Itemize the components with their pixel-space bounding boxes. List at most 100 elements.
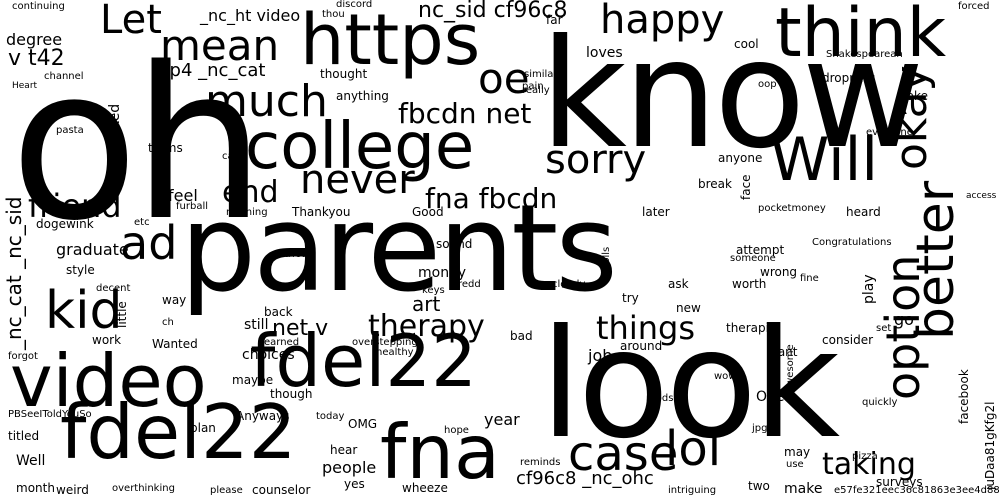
word: please xyxy=(210,485,243,496)
word: really xyxy=(522,85,550,96)
word: Heart xyxy=(12,81,38,91)
word: thought xyxy=(320,67,368,81)
word: fna xyxy=(380,408,500,496)
word: friend xyxy=(28,187,122,225)
word: net v xyxy=(272,316,329,341)
word: video xyxy=(10,339,207,423)
word: play xyxy=(861,274,877,304)
word: e57fe321eec36c81863e3ee4d8800f5c xyxy=(834,485,1000,496)
word: plan xyxy=(190,421,216,435)
word: weird xyxy=(56,483,89,497)
word: Shakespearean xyxy=(826,49,903,60)
word: Wanted xyxy=(152,337,198,351)
word: titled xyxy=(8,429,40,443)
word: fbcdn net xyxy=(398,97,532,130)
word: Thankyou xyxy=(292,205,351,219)
word: cool xyxy=(734,37,759,51)
word: graduate xyxy=(56,240,129,259)
word: continuing xyxy=(12,1,65,12)
word: anything xyxy=(336,89,389,103)
word: month xyxy=(16,481,55,495)
word: sound xyxy=(436,237,473,251)
word: mean xyxy=(160,21,280,70)
word: intriguing xyxy=(668,485,717,496)
word: may xyxy=(784,445,811,459)
word: v t42 xyxy=(8,46,65,71)
word: furball xyxy=(176,201,209,212)
word: far xyxy=(546,13,563,27)
word: sorry xyxy=(545,137,647,183)
word: yes xyxy=(344,477,365,491)
word: jpg xyxy=(752,423,768,434)
word: later xyxy=(642,205,670,219)
word: morning xyxy=(226,207,268,218)
word: cf96c8 _nc_ohc xyxy=(516,468,654,489)
word: terms xyxy=(148,141,183,155)
word: mods xyxy=(646,393,674,404)
word: break xyxy=(698,177,732,191)
word: dropping xyxy=(822,71,876,85)
word: way xyxy=(162,293,187,307)
word: fdel22 xyxy=(60,388,297,476)
word: polls xyxy=(601,246,612,270)
word: keys xyxy=(422,285,445,296)
word: anyone xyxy=(718,151,763,165)
word: juDaa81gKfg2l xyxy=(983,401,997,490)
word: earned xyxy=(264,337,300,348)
word: art xyxy=(412,292,441,316)
word: pasta xyxy=(56,125,84,136)
word: facebook xyxy=(957,369,971,424)
word: PBSeeIToldYouSo xyxy=(8,409,92,420)
word: still xyxy=(244,317,269,333)
word: ask xyxy=(668,277,689,291)
word: maybe xyxy=(232,373,274,387)
word: pizza xyxy=(852,451,878,462)
word: case xyxy=(568,426,679,482)
word: overthinking xyxy=(112,483,175,494)
word: never xyxy=(300,157,415,203)
word: mp4 _nc_cat xyxy=(152,60,266,81)
word: year xyxy=(484,410,520,429)
word: fdel22 xyxy=(250,319,477,403)
word: channel xyxy=(44,71,84,82)
word: _nc_ht video xyxy=(200,6,301,25)
word: worth xyxy=(732,277,767,291)
word: fine xyxy=(800,273,819,284)
word: people xyxy=(322,458,377,477)
word: loves xyxy=(586,45,623,61)
word: face xyxy=(739,174,753,200)
word: want xyxy=(768,345,798,359)
word: heard xyxy=(846,205,881,219)
word: call xyxy=(222,151,240,162)
word: awesome xyxy=(785,344,796,392)
word: hope xyxy=(444,425,469,436)
word: new xyxy=(676,301,701,315)
word: ad xyxy=(120,216,178,270)
word: choices xyxy=(242,347,295,363)
word: ch xyxy=(162,317,174,328)
word: make xyxy=(784,481,823,497)
word: lol xyxy=(665,421,722,477)
word: access xyxy=(966,191,997,201)
word: forgot xyxy=(8,351,38,362)
word: okay xyxy=(886,65,937,170)
word: degree xyxy=(6,30,63,49)
word: think xyxy=(775,0,947,73)
word: dogewink xyxy=(36,217,94,231)
word: Let xyxy=(100,0,162,43)
word: nc_sid cf96c8 xyxy=(418,0,568,23)
word: Congratulations xyxy=(812,237,892,248)
word: pain xyxy=(522,81,544,92)
word: looked xyxy=(107,103,123,150)
word: college xyxy=(245,110,475,184)
word: feel xyxy=(168,186,198,205)
word: consider xyxy=(822,333,874,347)
word: therapist xyxy=(726,321,780,335)
word: attempt xyxy=(736,243,785,257)
word: surveys xyxy=(876,475,923,489)
word: pocketmoney xyxy=(758,203,826,214)
word: thou xyxy=(322,9,345,20)
word: things xyxy=(596,309,695,347)
word: https xyxy=(300,0,481,81)
